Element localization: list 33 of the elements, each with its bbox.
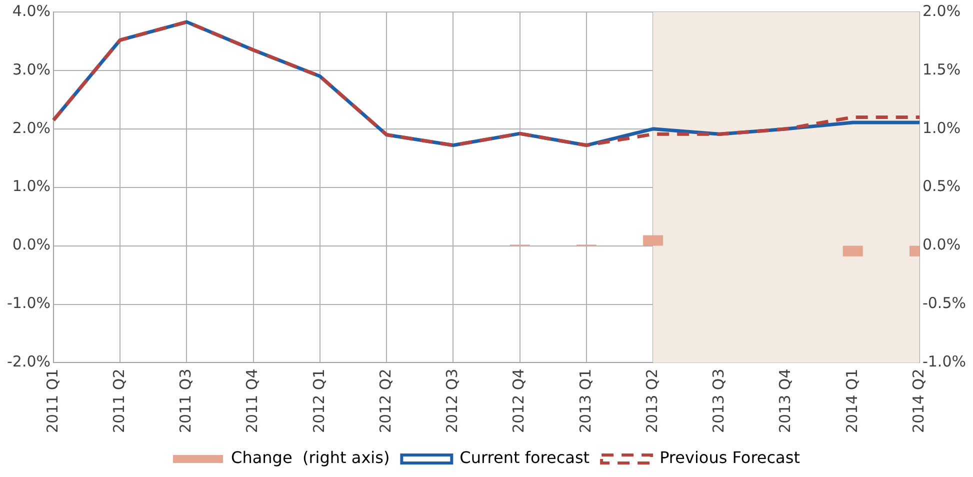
x-tick-label: 2013 Q2 <box>642 368 661 434</box>
x-tick-label: 2011 Q4 <box>243 368 262 434</box>
x-tick-label: 2013 Q3 <box>710 368 728 434</box>
y-tick-label: 3.0% <box>12 60 51 78</box>
legend-label: Current forecast <box>460 448 590 468</box>
x-tick-label: 2012 Q1 <box>310 368 328 434</box>
y2-tick-label: 0.5% <box>922 177 961 196</box>
y2-tick-label: 0.0% <box>922 236 961 254</box>
y-tick-label: 2.0% <box>12 118 51 137</box>
y-tick-label: -1.0% <box>6 294 51 312</box>
legend-label: Change (right axis) <box>231 448 390 468</box>
y-tick-label: 1.0% <box>12 177 51 196</box>
y-tick-label: 4.0% <box>12 2 51 20</box>
bar <box>643 235 664 246</box>
x-tick-label: 2012 Q4 <box>510 368 528 434</box>
y2-tick-label: -0.5% <box>922 294 966 312</box>
y-tick-label: 0.0% <box>12 236 51 254</box>
x-tick-label: 2012 Q2 <box>376 368 394 434</box>
y2-tick-label: 2.0% <box>922 2 961 20</box>
x-tick-label: 2014 Q1 <box>842 368 861 434</box>
legend-label: Previous Forecast <box>660 448 800 468</box>
x-tick-label: 2014 Q2 <box>909 368 928 434</box>
x-tick-label: 2012 Q3 <box>443 368 462 434</box>
x-tick-label: 2013 Q4 <box>776 368 794 434</box>
x-tick-label: 2011 Q2 <box>110 368 128 434</box>
y2-tick-label: 1.5% <box>922 60 961 78</box>
x-tick-label: 2011 Q3 <box>176 368 195 434</box>
y2-tick-label: 1.0% <box>922 118 961 137</box>
x-tick-label: 2011 Q1 <box>43 368 62 434</box>
x-tick-label: 2013 Q1 <box>576 368 594 434</box>
y2-tick-label: -1.0% <box>922 352 966 371</box>
y-tick-label: -2.0% <box>6 352 51 371</box>
bar <box>842 246 863 256</box>
